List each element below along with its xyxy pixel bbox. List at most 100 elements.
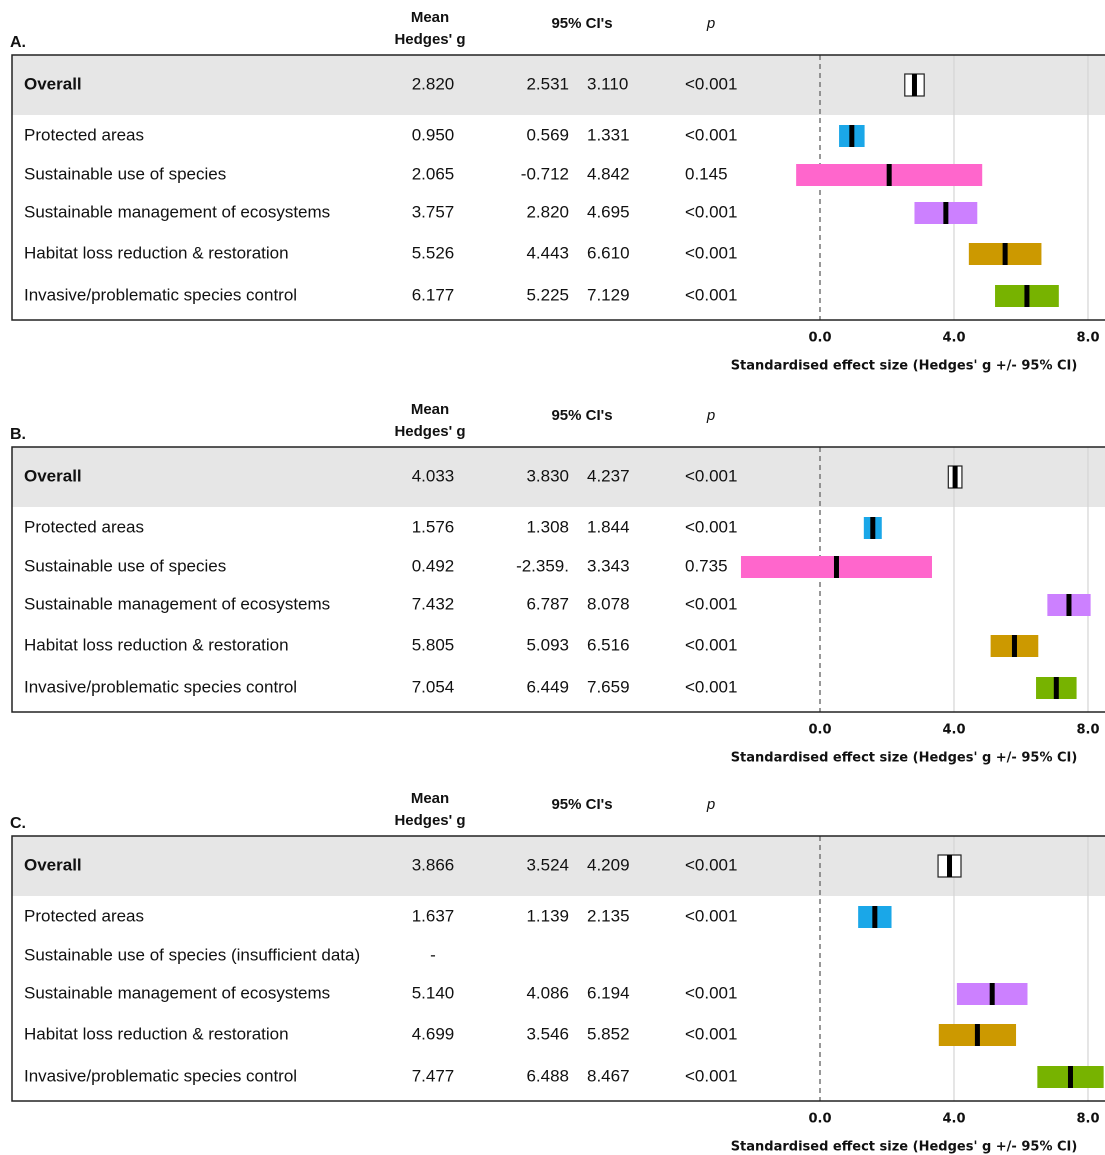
x-tick-label: 8.0 [1076,331,1099,346]
mean-mark [1002,243,1008,265]
mean-mark [1053,677,1059,699]
p-value: 0.145 [685,164,728,183]
x-tick-label: 8.0 [1076,1112,1099,1127]
row-label: Protected areas [24,517,144,536]
mean-value: 4.033 [412,466,455,485]
column-header: Mean [411,401,449,418]
p-value: <0.001 [685,677,737,696]
panel-label: C. [10,815,26,832]
mean-mark [989,983,995,1005]
ci-high: 6.194 [587,983,630,1002]
x-axis-title: Standardised effect size (Hedges' g +/- … [731,1140,1078,1155]
p-value: <0.001 [685,243,737,262]
panel: A. Mean Hedges' g 95% CI's p 0.0 4.0 8.0 Standar… [10,9,1105,374]
ci-low: 6.787 [526,594,569,613]
p-value: <0.001 [685,594,737,613]
ci-low: 5.093 [526,635,569,654]
ci-low: 6.449 [526,677,569,696]
ci-low: -0.712 [521,164,569,183]
column-header: p [706,15,715,32]
ci-high: 7.659 [587,677,630,696]
p-value: <0.001 [685,202,737,221]
p-value: <0.001 [685,125,737,144]
mean-mark [1066,594,1072,616]
mean-mark [872,906,878,928]
ci-high: 7.129 [587,285,630,304]
x-tick-label: 0.0 [808,1112,831,1127]
column-header: Hedges' g [394,31,465,48]
ci-high: 4.842 [587,164,630,183]
ci-high: 5.852 [587,1024,630,1043]
x-tick-label: 0.0 [808,723,831,738]
mean-value: 1.637 [412,906,455,925]
panel-frame [11,446,1105,713]
ci-high: 1.331 [587,125,630,144]
mean-value: 5.526 [412,243,455,262]
mean-mark [1011,635,1017,657]
mean-value: 7.477 [412,1066,455,1085]
row-label: Invasive/problematic species control [24,285,297,304]
ci-high: 8.078 [587,594,630,613]
x-axis-title: Standardised effect size (Hedges' g +/- … [731,751,1078,766]
mean-mark [886,164,892,186]
ci-high: 8.467 [587,1066,630,1085]
ci-high: 4.209 [587,855,630,874]
mean-value: 0.950 [412,125,455,144]
ci-low: 3.830 [526,466,569,485]
ci-low: 3.524 [526,855,569,874]
row-label: Sustainable use of species [24,556,226,575]
row-label: Overall [24,74,82,93]
mean-mark [947,855,953,877]
mean-mark [911,74,917,96]
mean-mark [952,466,958,488]
ci-low: 1.308 [526,517,569,536]
x-tick-label: 4.0 [942,1112,965,1127]
row-label: Sustainable management of ecosystems [24,983,330,1002]
x-axis-title: Standardised effect size (Hedges' g +/- … [731,359,1078,374]
panel-frame [11,54,1105,321]
mean-mark [870,517,876,539]
ci-high: 2.135 [587,906,630,925]
ci-low: 2.531 [526,74,569,93]
mean-value: 6.177 [412,285,455,304]
p-value: <0.001 [685,983,737,1002]
ci-low: 6.488 [526,1066,569,1085]
mean-value: 5.805 [412,635,455,654]
mean-value: 5.140 [412,983,455,1002]
mean-mark [849,125,855,147]
row-label: Sustainable use of species [24,164,226,183]
row-label: Habitat loss reduction & restoration [24,1024,289,1043]
x-tick-label: 8.0 [1076,723,1099,738]
overall-band [12,447,1105,507]
x-tick-label: 0.0 [808,331,831,346]
mean-value: 7.054 [412,677,455,696]
x-tick-label: 4.0 [942,723,965,738]
row-label: Habitat loss reduction & restoration [24,635,289,654]
p-value: <0.001 [685,635,737,654]
ci-low: 5.225 [526,285,569,304]
p-value: 0.735 [685,556,728,575]
p-value: <0.001 [685,1066,737,1085]
ci-high: 4.695 [587,202,630,221]
row-label: Invasive/problematic species control [24,677,297,696]
column-header: p [706,407,715,424]
column-header: 95% CI's [551,15,612,32]
mean-mark [974,1024,980,1046]
ci-low: 2.820 [526,202,569,221]
ci-low: 4.443 [526,243,569,262]
panel-frame [11,835,1105,1102]
panel-label: B. [10,426,26,443]
column-header: Mean [411,790,449,807]
column-header: 95% CI's [551,796,612,813]
column-header: Mean [411,9,449,26]
ci-high: 3.110 [587,74,628,93]
row-label: Overall [24,466,82,485]
mean-mark [1067,1066,1073,1088]
overall-band [12,836,1105,896]
ci-low: 3.546 [526,1024,569,1043]
ci-high: 1.844 [587,517,630,536]
row-label: Invasive/problematic species control [24,1066,297,1085]
mean-value: 4.699 [412,1024,455,1043]
ci-high: 4.237 [587,466,630,485]
